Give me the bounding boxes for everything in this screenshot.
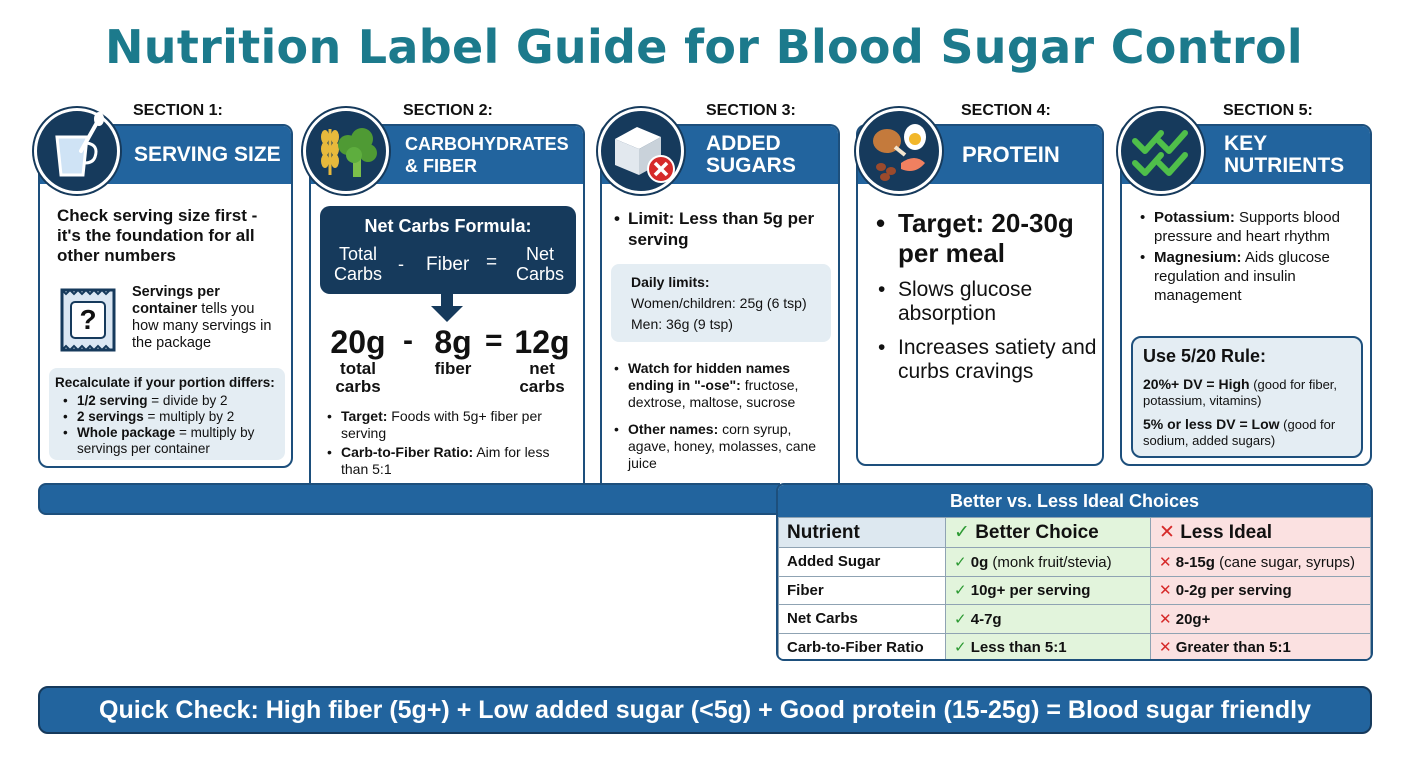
list-item: Magnesium: Aids glucose regulation and i… (1140, 248, 1368, 305)
list-item: 2 servings = multiply by 2 (63, 409, 279, 425)
table-row: Carb-to-Fiber Ratio ✓ Less than 5:1 ✕ Gr… (778, 632, 1371, 659)
package-question-mark: ? (79, 304, 97, 335)
arrow-down-icon (431, 294, 463, 322)
list-item: Increases satiety and curbs cravings (878, 336, 1100, 384)
rule-high: 20%+ DV = High (good for fiber, potassiu… (1143, 376, 1338, 408)
table-row: Net Carbs ✓ 4-7g ✕ 20g+ (778, 604, 1371, 634)
quick-check-banner: Quick Check: High fiber (5g+) + Low adde… (38, 686, 1372, 734)
recalculate-panel: Recalculate if your portion differs: 1/2… (49, 368, 285, 460)
choices-title: Better vs. Less Ideal Choices (778, 485, 1371, 517)
example-minus: - (403, 324, 413, 357)
list-item: Other names: corn syrup, agave, honey, m… (614, 421, 836, 472)
list-item: Slows glucose absorption (878, 278, 1100, 326)
section-1-label: SECTION 1: (133, 102, 223, 119)
list-item: Limit: Less than 5g per serving (614, 208, 834, 250)
table-header-row: Nutrient ✓ Better Choice ✕ Less Ideal (778, 517, 1371, 548)
key-nutrients-list: Potassium: Supports blood pressure and h… (1140, 208, 1368, 305)
example-equals: = (485, 324, 503, 357)
example-net: 12g net carbs (514, 324, 570, 396)
sugar-limit: Limit: Less than 5g per serving (614, 208, 834, 250)
formula-total-carbs: Total Carbs (333, 244, 382, 284)
formula-net-carbs: Net Carbs (515, 244, 564, 284)
list-item: Potassium: Supports blood pressure and h… (1140, 208, 1368, 246)
section-3-label: SECTION 3: (706, 102, 796, 119)
table-row: Fiber ✓ 10g+ per serving ✕ 0-2g per serv… (778, 575, 1371, 605)
daily-limit-men: Men: 36g (9 tsp) (631, 316, 733, 332)
formula-fiber: Fiber (426, 254, 470, 275)
list-item: 1/2 serving = divide by 2 (63, 393, 279, 409)
protein-target: Target: 20-30g per meal (876, 208, 1098, 268)
section-divider-bar (38, 483, 780, 515)
carb-tips-list: Target: Foods with 5g+ fiber per serving… (327, 408, 577, 478)
hidden-sugar-list: Watch for hidden names ending in "-ose":… (614, 360, 836, 472)
recalculate-title: Recalculate if your portion differs: (55, 375, 275, 390)
list-item: Watch for hidden names ending in "-ose":… (614, 360, 836, 411)
example-fiber: 8g fiber (434, 324, 472, 378)
check-icon: ✓ (954, 582, 967, 600)
section-5-label: SECTION 5: (1223, 102, 1313, 119)
list-item: Carb-to-Fiber Ratio: Aim for less than 5… (327, 444, 577, 478)
added-sugars-card: ADDED SUGARS Limit: Less than 5g per ser… (600, 124, 840, 484)
protein-foods-icon (856, 108, 942, 194)
table-row: Added Sugar ✓ 0g (monk fruit/stevia) ✕ 8… (778, 547, 1371, 577)
check-icon: ✓ (954, 639, 967, 657)
rule-title: Use 5/20 Rule: (1143, 346, 1267, 366)
protein-benefits: Slows glucose absorption Increases satie… (878, 278, 1100, 384)
daily-limits-panel: Daily limits: Women/children: 25g (6 tsp… (611, 264, 831, 342)
section-2-label: SECTION 2: (403, 102, 493, 119)
choices-grid: Nutrient ✓ Better Choice ✕ Less Ideal Ad… (778, 517, 1371, 659)
package-icon: ? (58, 286, 118, 354)
list-item: Target: 20-30g per meal (876, 208, 1098, 268)
cross-icon: ✕ (1159, 610, 1172, 628)
cross-icon: ✕ (1159, 553, 1172, 571)
carbs-fiber-card: CARBOHYDRATES & FIBER Net Carbs Formula:… (309, 124, 585, 498)
serving-intro: Check serving size first - it's the foun… (57, 206, 258, 265)
five-twenty-rule-box: Use 5/20 Rule: 20%+ DV = High (good for … (1131, 336, 1363, 458)
double-check-icon (1118, 108, 1204, 194)
grain-broccoli-icon (303, 108, 389, 194)
cross-icon: ✕ (1159, 639, 1172, 657)
servings-per-container: Servings per container tells you how man… (132, 284, 272, 351)
header-better: ✓ Better Choice (945, 517, 1151, 548)
header-nutrient: Nutrient (778, 517, 946, 548)
formula-title: Net Carbs Formula: (364, 216, 532, 236)
choices-table: Better vs. Less Ideal Choices Nutrient ✓… (776, 483, 1373, 661)
check-icon: ✓ (954, 522, 970, 543)
cross-icon: ✕ (1159, 522, 1175, 543)
check-icon: ✓ (954, 610, 967, 628)
recalculate-list: 1/2 serving = divide by 2 2 servings = m… (63, 393, 279, 457)
example-total: 20g total carbs (330, 324, 386, 396)
daily-limits-title: Daily limits: (631, 274, 710, 290)
rule-low: 5% or less DV = Low (good for sodium, ad… (1143, 416, 1336, 448)
section-4-label: SECTION 4: (961, 102, 1051, 119)
header-less: ✕ Less Ideal (1150, 517, 1371, 548)
sugar-cube-icon (598, 108, 684, 194)
list-item: Target: Foods with 5g+ fiber per serving (327, 408, 577, 442)
formula-minus: - (398, 254, 404, 274)
cross-icon: ✕ (1159, 582, 1172, 600)
page-title: Nutrition Label Guide for Blood Sugar Co… (105, 20, 1303, 74)
formula-equals: = (486, 252, 498, 273)
check-icon: ✓ (954, 553, 967, 571)
list-item: Whole package = multiply by servings per… (63, 425, 279, 457)
measuring-cup-icon (34, 108, 120, 194)
net-carbs-formula-box: Net Carbs Formula: Total Carbs - Fiber =… (320, 206, 576, 294)
daily-limit-women: Women/children: 25g (6 tsp) (631, 295, 807, 311)
